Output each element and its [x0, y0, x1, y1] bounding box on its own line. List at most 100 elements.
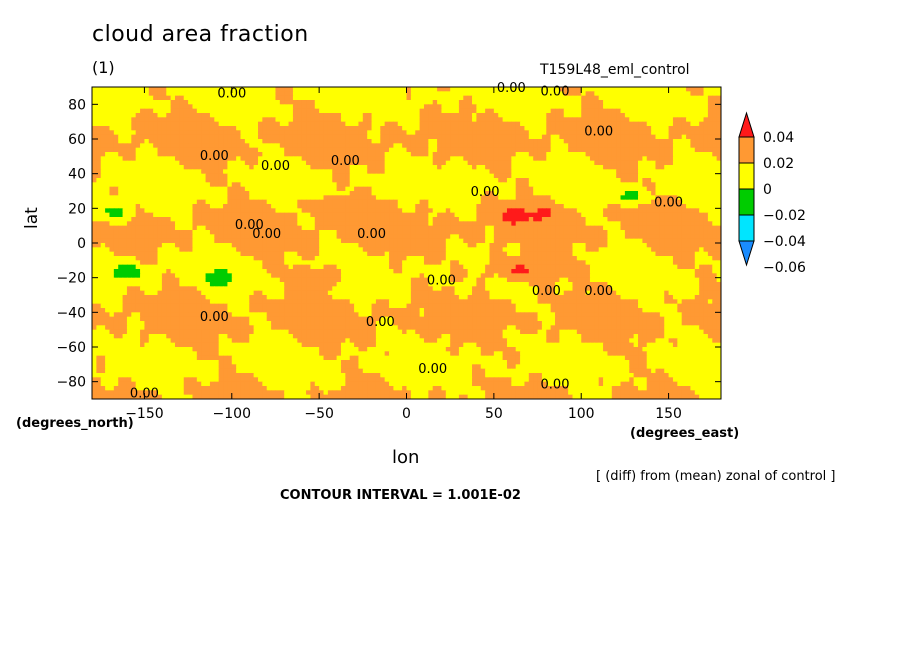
field-cell	[144, 104, 150, 110]
field-cell	[196, 156, 202, 162]
field-cell	[520, 113, 526, 118]
field-cell	[135, 117, 141, 123]
field-cell	[419, 104, 425, 110]
field-cell	[113, 126, 119, 131]
field-cell	[550, 156, 556, 162]
field-cell	[131, 143, 137, 149]
field-cell	[563, 130, 569, 136]
field-cell	[642, 191, 648, 196]
field-cell	[161, 160, 167, 166]
field-cell	[423, 230, 429, 235]
field-cell	[257, 156, 263, 162]
field-cell	[598, 147, 604, 153]
field-cell	[712, 173, 718, 179]
field-cell	[314, 212, 320, 218]
field-cell	[437, 212, 443, 218]
field-cell	[371, 152, 377, 157]
field-cell	[603, 204, 609, 209]
field-cell	[362, 139, 368, 144]
field-cell	[166, 117, 172, 123]
field-cell	[672, 152, 678, 157]
field-cell	[188, 95, 194, 101]
field-cell	[397, 117, 403, 123]
field-cell	[664, 152, 670, 157]
field-cell	[568, 178, 574, 183]
field-cell	[450, 212, 456, 218]
field-cell	[122, 221, 128, 227]
field-cell	[576, 225, 582, 231]
field-cell	[340, 152, 346, 157]
field-cell	[393, 191, 399, 196]
field-cell	[319, 87, 325, 92]
field-cell	[498, 130, 504, 136]
field-cell	[511, 152, 517, 157]
field-cell	[458, 160, 464, 166]
field-cell	[336, 134, 342, 140]
field-cell	[288, 173, 294, 179]
field-cell	[589, 169, 595, 175]
field-cell	[236, 126, 242, 131]
field-cell	[428, 191, 434, 196]
field-cell	[323, 234, 329, 240]
field-cell	[589, 121, 595, 127]
field-cell	[563, 113, 569, 118]
field-cell	[707, 130, 713, 136]
field-cell	[406, 186, 412, 192]
field-cell	[515, 199, 521, 205]
field-cell	[166, 165, 172, 170]
field-cell	[546, 87, 552, 92]
field-cell	[166, 230, 172, 235]
field-cell	[244, 134, 250, 140]
field-cell	[437, 234, 443, 240]
field-cell	[668, 100, 674, 105]
field-cell	[118, 87, 124, 92]
field-cell	[105, 160, 111, 166]
field-cell	[179, 234, 185, 240]
field-cell	[375, 165, 381, 170]
field-cell	[520, 156, 526, 162]
field-cell	[92, 234, 97, 240]
field-cell	[428, 225, 434, 231]
field-cell	[467, 212, 473, 218]
field-cell	[598, 191, 604, 196]
field-cell	[489, 234, 495, 240]
field-cell	[454, 156, 460, 162]
field-cell	[428, 108, 434, 114]
field-cell	[607, 100, 613, 105]
field-cell	[170, 104, 176, 110]
field-cell	[205, 212, 211, 218]
field-cell	[467, 169, 473, 175]
field-cell	[113, 204, 119, 209]
field-cell	[240, 199, 246, 205]
field-cell	[480, 117, 486, 123]
field-cell	[375, 169, 381, 175]
field-cell	[668, 182, 674, 188]
field-cell	[485, 204, 491, 209]
field-cell	[406, 178, 412, 183]
field-cell	[100, 169, 106, 175]
field-cell	[223, 178, 229, 183]
field-cell	[380, 212, 386, 218]
field-cell	[664, 182, 670, 188]
field-cell	[528, 117, 534, 123]
field-cell	[716, 95, 721, 101]
field-cell	[450, 108, 456, 114]
field-cell	[502, 230, 508, 235]
field-cell	[310, 191, 316, 196]
field-cell	[380, 182, 386, 188]
field-cell	[122, 156, 128, 162]
field-cell	[323, 178, 329, 183]
field-cell	[712, 204, 718, 209]
field-cell	[306, 126, 311, 131]
field-cell	[340, 104, 346, 110]
field-cell	[170, 121, 176, 127]
field-cell	[651, 143, 657, 149]
field-cell	[157, 234, 163, 240]
field-cell	[563, 169, 569, 175]
field-cell	[585, 160, 591, 166]
field-cell	[236, 160, 242, 166]
field-cell	[140, 178, 146, 183]
field-cell	[192, 204, 198, 209]
field-cell	[266, 91, 272, 97]
field-cell	[419, 186, 425, 192]
